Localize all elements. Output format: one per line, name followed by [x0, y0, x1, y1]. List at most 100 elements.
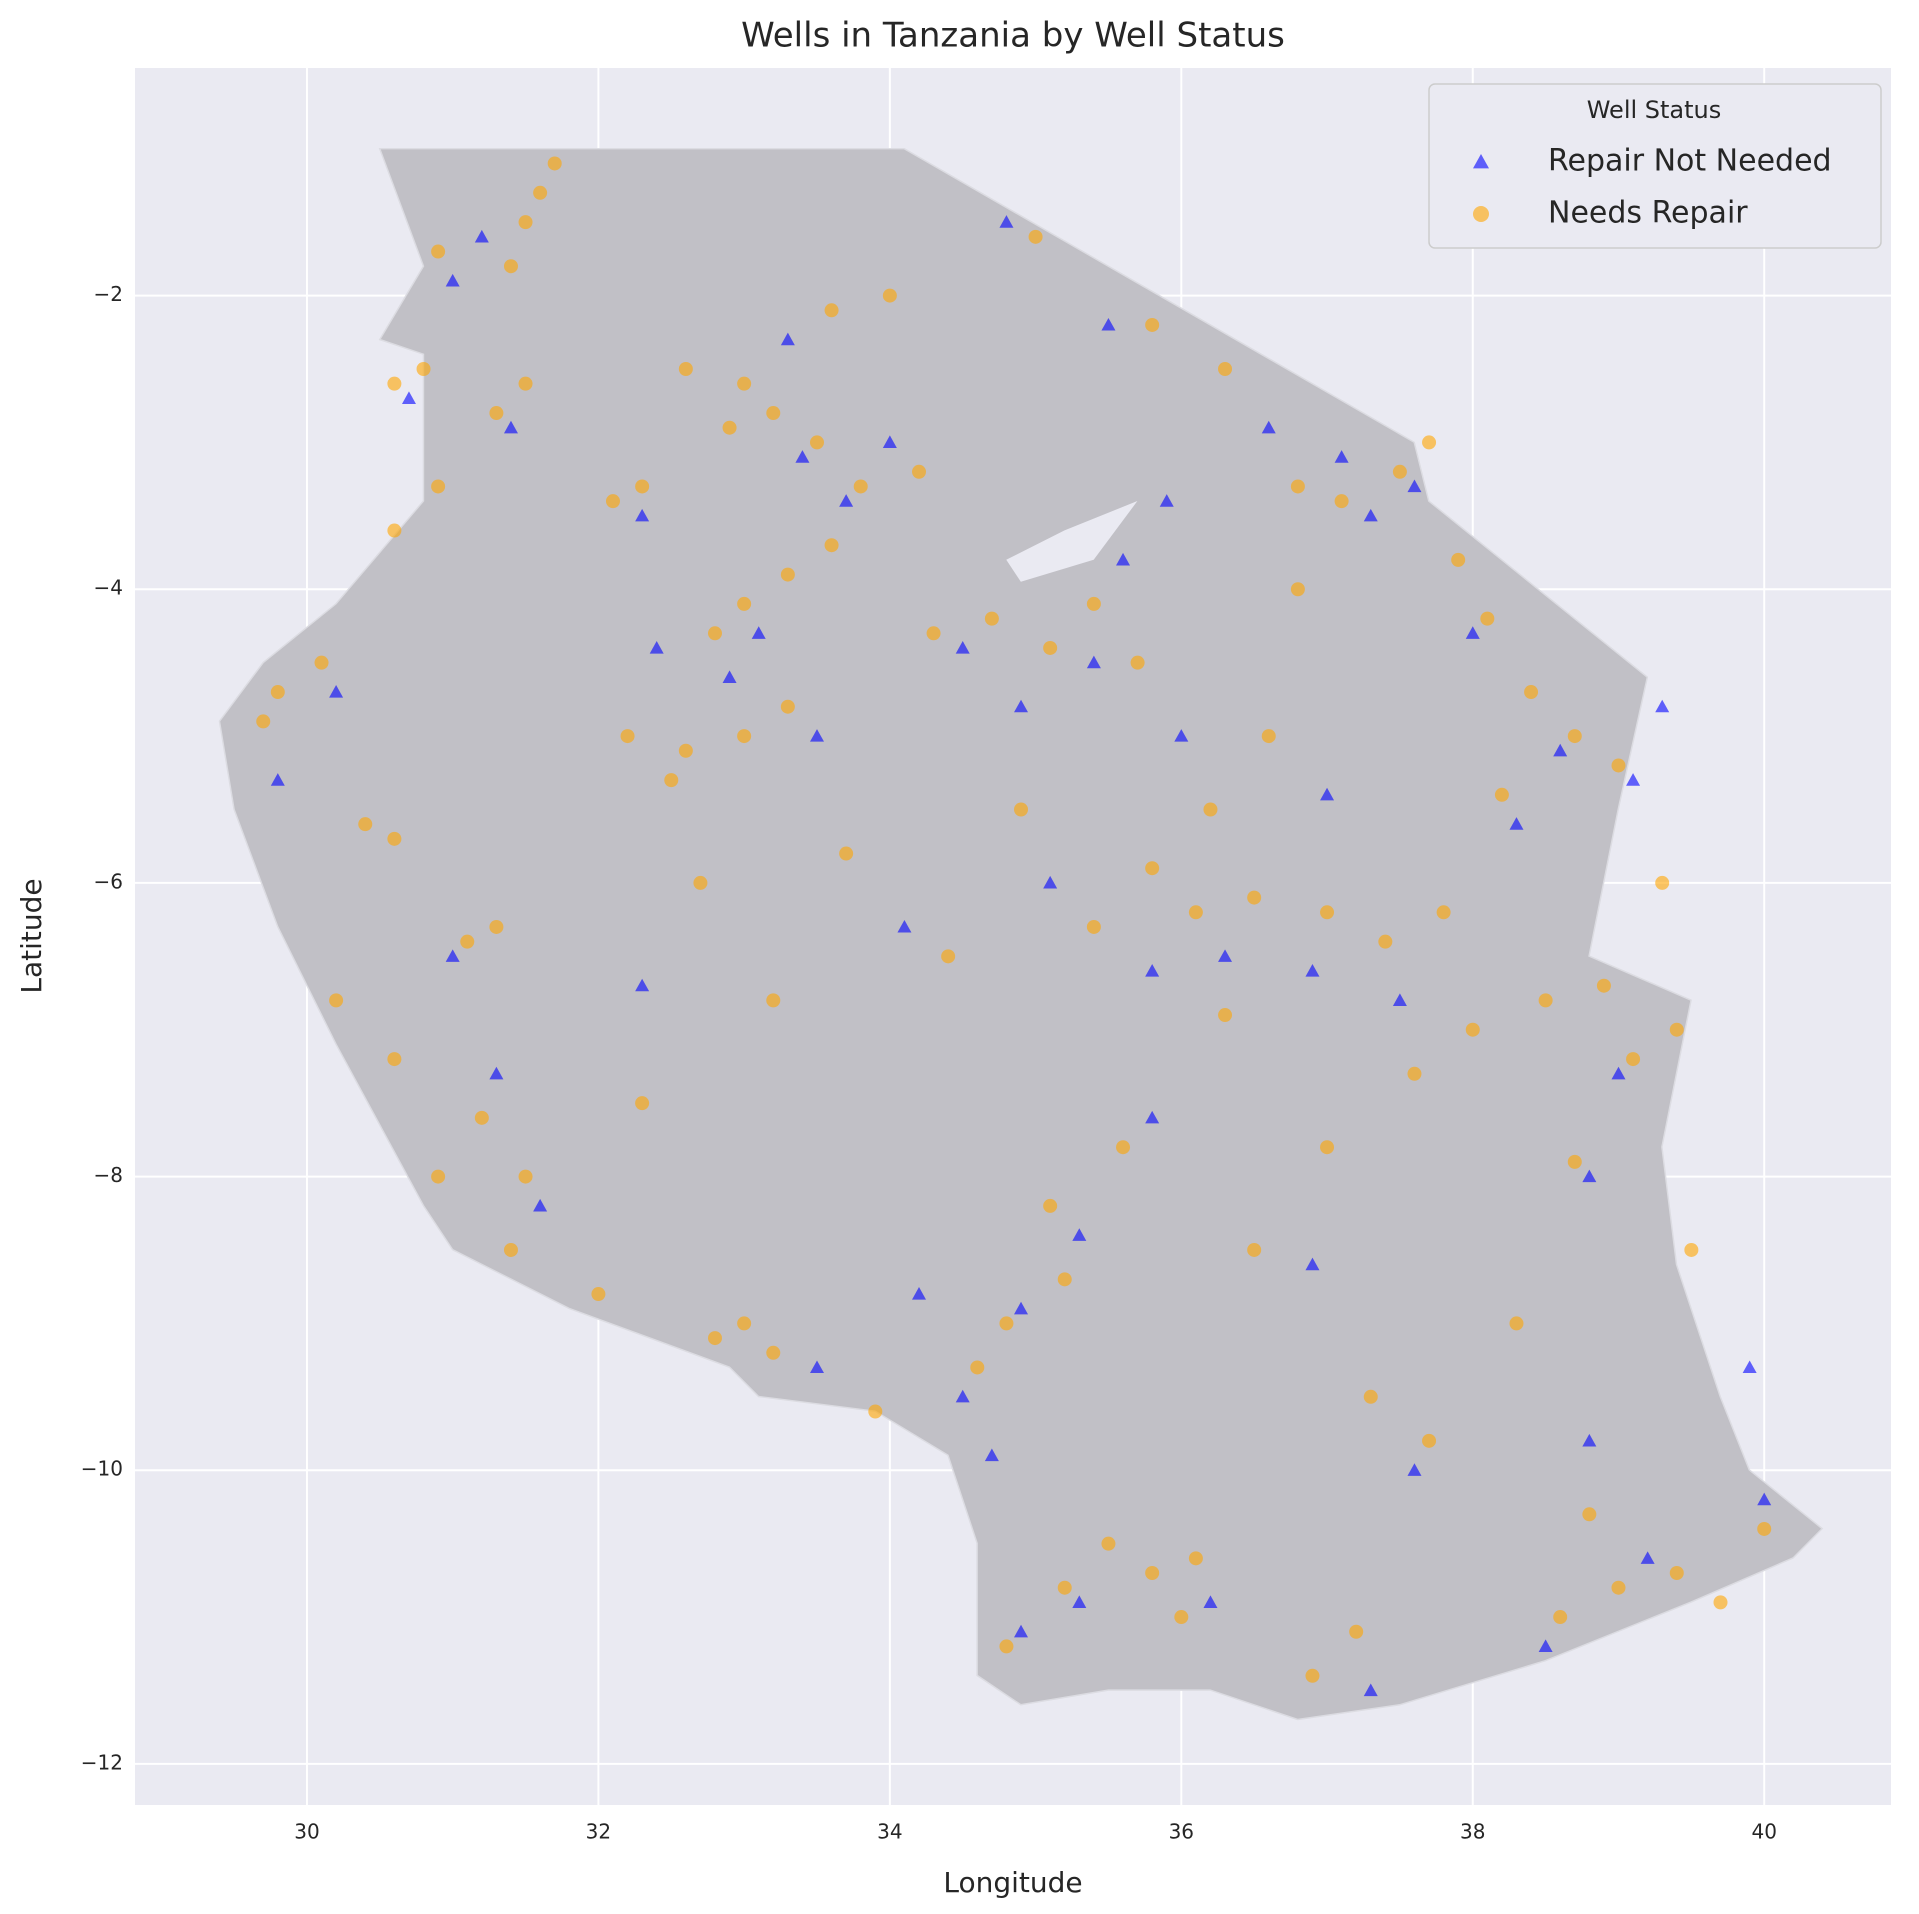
- point: [882, 435, 897, 449]
- point: [270, 685, 285, 700]
- y-tick-label: −8: [94, 1163, 123, 1187]
- point: [1567, 729, 1582, 744]
- y-tick-label: −10: [81, 1457, 123, 1481]
- point: [474, 229, 489, 243]
- y-tick-label: −2: [94, 282, 123, 306]
- point: [518, 376, 533, 391]
- point: [737, 729, 752, 744]
- point: [431, 479, 446, 494]
- point: [635, 508, 650, 522]
- point: [387, 523, 402, 538]
- point: [1247, 1242, 1262, 1257]
- point: [256, 714, 271, 729]
- point: [445, 273, 460, 287]
- point: [1043, 875, 1058, 889]
- legend-box: [1428, 83, 1882, 249]
- point: [824, 538, 839, 553]
- point: [1582, 1169, 1597, 1183]
- point: [1392, 464, 1407, 479]
- point: [1174, 729, 1189, 742]
- point: [1145, 861, 1160, 876]
- x-tick-label: 32: [586, 1820, 611, 1844]
- point: [897, 919, 912, 933]
- point: [1145, 1566, 1160, 1581]
- point: [1422, 1433, 1437, 1448]
- point: [1363, 1683, 1378, 1697]
- point: [1626, 773, 1641, 786]
- x-tick-label: 40: [1751, 1820, 1776, 1844]
- point: [1086, 596, 1101, 611]
- point: [489, 919, 504, 934]
- point: [707, 1331, 722, 1346]
- point: [503, 420, 518, 434]
- point: [1757, 1521, 1772, 1536]
- point: [358, 817, 373, 832]
- point: [1494, 787, 1509, 802]
- point: [1611, 1066, 1626, 1080]
- legend-marker: [1473, 206, 1489, 222]
- point: [912, 1287, 927, 1300]
- point: [1465, 626, 1480, 639]
- point: [999, 215, 1014, 228]
- point: [1582, 1507, 1597, 1522]
- point: [1072, 1228, 1087, 1241]
- point: [737, 376, 752, 391]
- point: [1655, 699, 1670, 713]
- point: [1465, 1022, 1480, 1037]
- points: [256, 156, 1772, 1697]
- point: [1014, 802, 1029, 817]
- chart-title: Wells in Tanzania by Well Status: [741, 16, 1285, 56]
- point: [1086, 655, 1101, 669]
- point: [664, 773, 679, 788]
- point: [1553, 1610, 1568, 1625]
- point: [1188, 1551, 1203, 1566]
- point: [1684, 1242, 1699, 1257]
- point: [1669, 1566, 1684, 1581]
- point: [474, 1110, 489, 1125]
- point: [1451, 552, 1466, 567]
- point: [1057, 1272, 1072, 1287]
- point: [1057, 1580, 1072, 1595]
- point: [766, 406, 781, 421]
- point: [737, 1316, 752, 1331]
- point: [1261, 420, 1276, 434]
- point: [533, 1198, 548, 1212]
- point: [431, 244, 446, 259]
- point: [518, 215, 533, 230]
- point: [678, 362, 693, 377]
- point: [620, 729, 635, 744]
- point: [1145, 317, 1160, 332]
- point: [795, 450, 810, 463]
- point: [1655, 875, 1670, 890]
- legend-title: Well Status: [1587, 96, 1722, 124]
- point: [1509, 1316, 1524, 1331]
- point: [1218, 949, 1233, 962]
- point: [722, 670, 737, 683]
- point: [780, 567, 795, 582]
- point: [1043, 640, 1058, 655]
- point: [999, 1316, 1014, 1331]
- point: [270, 773, 285, 786]
- point: [1567, 1154, 1582, 1169]
- x-tick-label: 36: [1169, 1820, 1194, 1844]
- point: [1320, 787, 1335, 801]
- map-shape: [218, 147, 1824, 1721]
- y-axis-label: Latitude: [15, 878, 48, 993]
- point: [329, 993, 344, 1008]
- point: [737, 596, 752, 611]
- point: [401, 391, 416, 404]
- point: [591, 1287, 606, 1302]
- point: [489, 1066, 504, 1080]
- point: [1101, 317, 1116, 331]
- point: [1611, 1580, 1626, 1595]
- point: [1290, 582, 1305, 597]
- point: [431, 1169, 446, 1184]
- point: [1757, 1492, 1772, 1506]
- point: [1218, 1008, 1233, 1023]
- point: [1334, 494, 1349, 509]
- point: [1014, 1624, 1029, 1638]
- point: [1305, 1257, 1320, 1271]
- point: [518, 1169, 533, 1184]
- point: [809, 435, 824, 450]
- x-tick-label: 38: [1460, 1820, 1485, 1844]
